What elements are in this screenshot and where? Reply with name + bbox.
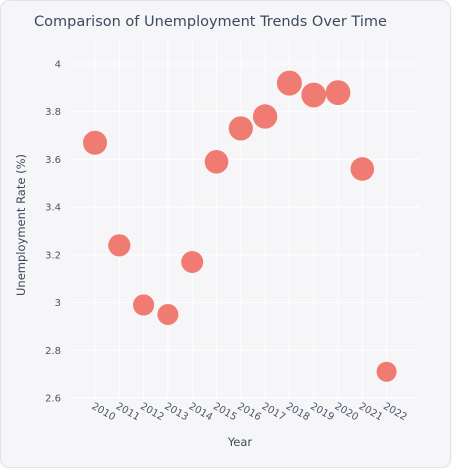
x-tick-labels: 2010201120122013201420152016201720182019… — [90, 401, 409, 423]
x-tick-label: 2011 — [114, 401, 142, 423]
y-tick-labels: 2.6 2.8 3 3.2 3.4 3.6 3.8 4 — [45, 60, 61, 405]
x-tick-label: 2020 — [333, 401, 361, 423]
data-point[interactable] — [252, 104, 278, 129]
x-tick-label: 2010 — [90, 401, 118, 423]
data-points — [83, 70, 397, 382]
x-tick-label: 2021 — [357, 401, 385, 423]
x-tick-label: 2015 — [211, 401, 239, 423]
data-point[interactable] — [133, 294, 155, 316]
data-point[interactable] — [108, 234, 131, 257]
x-tick-label: 2019 — [308, 401, 336, 423]
data-point[interactable] — [325, 80, 351, 106]
data-point[interactable] — [181, 251, 204, 274]
x-tick-label: 2012 — [138, 401, 166, 423]
x-tick-label: 2018 — [284, 401, 312, 423]
x-tick-label: 2016 — [235, 401, 263, 423]
y-tick-label: 3 — [55, 298, 61, 309]
y-tick-label: 2.8 — [45, 346, 61, 357]
y-tick-label: 2.6 — [45, 394, 61, 405]
data-point[interactable] — [228, 116, 253, 141]
x-axis-title: Year — [227, 435, 253, 449]
y-axis-title: Unemployment Rate (%) — [14, 154, 28, 296]
y-tick-label: 3.8 — [45, 107, 61, 118]
y-tick-label: 3.2 — [45, 250, 61, 261]
data-point[interactable] — [276, 70, 302, 96]
data-point[interactable] — [350, 157, 375, 181]
x-tick-label: 2014 — [187, 401, 215, 423]
x-tick-label: 2022 — [381, 401, 409, 423]
chart-title: Comparison of Unemployment Trends Over T… — [34, 14, 387, 30]
y-tick-label: 4 — [55, 60, 61, 71]
data-point[interactable] — [376, 361, 397, 382]
x-tick-label: 2017 — [260, 401, 288, 423]
data-point[interactable] — [301, 82, 327, 108]
y-tick-label: 3.6 — [45, 155, 61, 166]
x-tick-label: 2013 — [162, 401, 190, 423]
data-point[interactable] — [157, 304, 179, 325]
data-point[interactable] — [83, 130, 107, 155]
data-point[interactable] — [204, 150, 229, 174]
grid-lines — [70, 40, 420, 399]
y-tick-label: 3.4 — [45, 203, 61, 214]
